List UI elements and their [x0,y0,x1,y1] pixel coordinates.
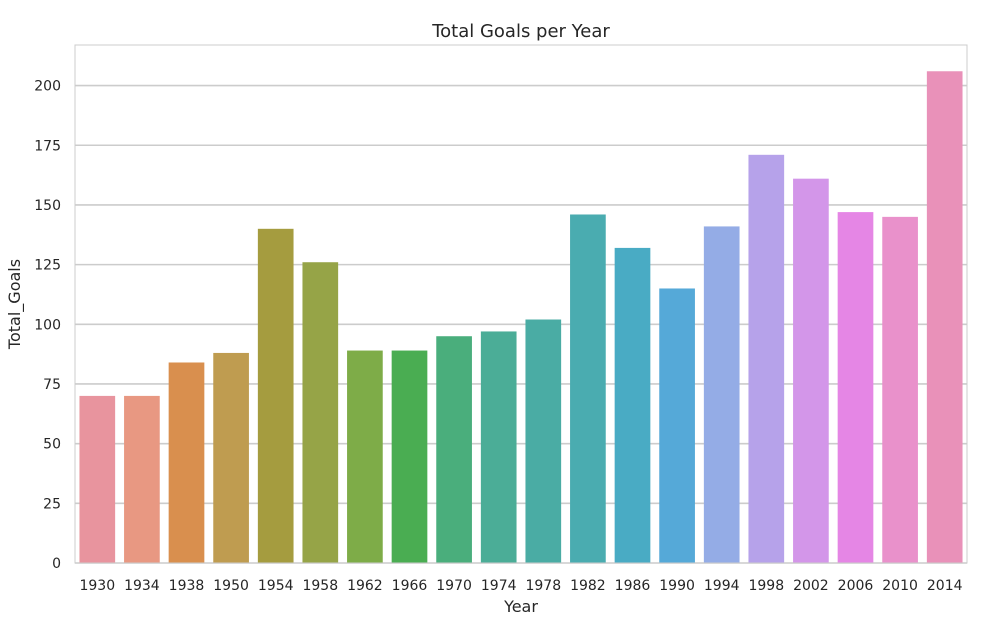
grid-layer [75,84,967,564]
bar-1986 [614,247,651,563]
x-tick-label: 1962 [347,578,383,594]
bar-1930 [79,395,116,563]
x-tick-label: 1966 [392,578,428,594]
x-tick-label: 1958 [302,578,338,594]
y-tick-label: 100 [34,317,61,333]
y-tick-label: 25 [43,496,61,512]
bar-1998 [748,154,785,563]
x-tick-label: 1934 [124,578,160,594]
y-tick-label: 125 [34,258,61,274]
bar-2002 [793,178,829,563]
y-tick-label: 50 [43,437,61,453]
bar-2006 [837,212,874,563]
bar-1982 [570,214,606,563]
y-tick-label: 175 [34,138,61,154]
bar-2014 [926,71,963,564]
bar-1938 [168,362,205,563]
y-axis-title: Total_Goals [5,259,25,350]
x-axis-title: Year [503,597,538,616]
y-tick-label: 75 [43,377,61,393]
x-tick-label: 2002 [793,578,829,594]
x-tick-label: 1970 [436,578,472,594]
x-tick-label: 2006 [838,578,874,594]
y-tick-label: 200 [34,79,61,95]
y-tick-label: 0 [52,556,61,572]
bar-1970 [436,336,472,563]
x-tick-label: 1998 [748,578,784,594]
bar-1966 [391,350,428,563]
bar-1994 [703,226,740,563]
x-tick-label: 2010 [882,578,918,594]
x-tick-label: 2014 [927,578,963,594]
x-tick-label: 1978 [525,578,561,594]
x-tick-labels: 1930 1934 1938 1950 1954 1958 1962 1966 1970 1974… [79,578,962,594]
bar-1962 [347,350,383,563]
chart-title: Total Goals per Year [431,21,610,42]
x-tick-label: 1938 [169,578,205,594]
y-tick-labels: 0 25 50 75 100 125 150 175 200 [34,79,61,572]
bar-2010 [882,216,918,563]
x-tick-label: 1954 [258,578,294,594]
x-tick-label: 1974 [481,578,517,594]
y-tick-label: 150 [34,198,61,214]
bar-1954 [257,228,294,563]
bar-1958 [302,262,339,563]
bar-1978 [525,319,562,563]
bar-1990 [659,288,695,563]
x-tick-label: 1950 [213,578,249,594]
bar-1934 [124,395,160,563]
x-tick-label: 1930 [79,578,115,594]
bar-1950 [213,352,249,563]
x-tick-label: 1994 [704,578,740,594]
bars-layer [79,71,963,564]
x-tick-label: 1986 [615,578,651,594]
plot-frame [74,44,968,564]
x-tick-label: 1982 [570,578,606,594]
x-tick-label: 1990 [659,578,695,594]
bar-1974 [480,331,517,563]
